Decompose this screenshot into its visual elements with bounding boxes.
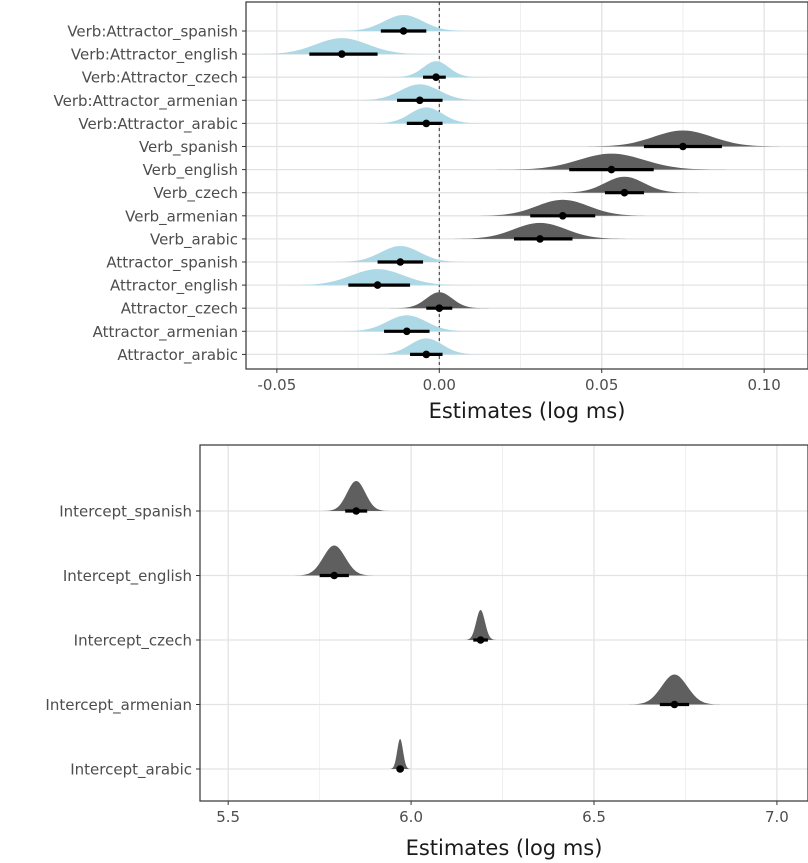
y-tick-label: Intercept_english <box>63 567 192 586</box>
point-Attractor_english <box>373 281 382 289</box>
y-tick-label: Verb_spanish <box>139 138 238 157</box>
density-Intercept_czech <box>463 610 499 640</box>
y-tick-label: Verb:Attractor_czech <box>82 69 238 88</box>
y-tick-label: Verb_arabic <box>150 230 238 249</box>
y-tick-label: Attractor_english <box>110 277 238 296</box>
density-Attractor_spanish <box>322 246 479 262</box>
point-Verb:Attractor_czech <box>432 73 440 81</box>
density-Intercept_spanish <box>319 481 393 511</box>
panel-intercepts: Intercept_spanish Intercept_english Interc… <box>45 444 808 860</box>
density-Attractor_czech <box>387 292 492 309</box>
point-Intercept_english <box>330 571 339 580</box>
y-tick-label: Attractor_arabic <box>117 346 238 365</box>
point-Intercept_armenian <box>670 700 679 709</box>
density-Intercept_arabic <box>388 739 412 769</box>
x-tick-label: 0.00 <box>423 376 456 394</box>
density-Verb:Attractor_arabic <box>361 107 492 124</box>
y-tick-label: Verb_armenian <box>125 207 238 226</box>
y-tick-label: Verb:Attractor_spanish <box>67 23 238 42</box>
panel-background <box>200 445 808 801</box>
x-tick-label: 0.10 <box>747 376 780 394</box>
y-tick-label: Intercept_armenian <box>45 696 192 715</box>
point-Verb_arabic <box>536 235 544 243</box>
density-Attractor_english <box>273 269 482 286</box>
density-Verb:Attractor_english <box>237 38 446 55</box>
density-Intercept_english <box>290 545 379 576</box>
point-Verb:Attractor_arabic <box>422 119 431 128</box>
y-tick-label: Verb:Attractor_arabic <box>78 115 238 134</box>
y-tick-label: Intercept_czech <box>74 632 192 651</box>
density-Verb_armenian <box>458 199 667 216</box>
y-tick-label: Verb:Attractor_armenian <box>54 92 238 111</box>
y-tick-label: Attractor_armenian <box>93 323 238 342</box>
density-Attractor_armenian <box>328 315 485 332</box>
x-axis-title: Estimates (log ms) <box>406 836 603 860</box>
y-tick-label: Verb_czech <box>153 184 238 203</box>
x-tick-label: 7.0 <box>765 808 789 826</box>
point-Verb_english <box>607 165 616 174</box>
density-Verb_czech <box>546 176 703 193</box>
density-Verb_english <box>481 153 742 170</box>
density-Verb_spanish <box>565 130 800 147</box>
y-tick-label: Attractor_czech <box>121 300 238 319</box>
x-tick-label: 0.05 <box>585 376 618 394</box>
point-Verb:Attractor_armenian <box>415 96 424 105</box>
point-Verb:Attractor_spanish <box>399 27 408 35</box>
density-Verb:Attractor_spanish <box>325 15 482 31</box>
panel-border <box>199 444 808 802</box>
y-tick-label: Verb:Attractor_english <box>71 46 238 65</box>
point-Verb_spanish <box>679 142 687 151</box>
panel-fixed-effects: Verb:Attractor_spanish Verb:Attractor_eng… <box>54 1 808 423</box>
density-Verb:Attractor_czech <box>384 61 489 78</box>
point-Attractor_arabic <box>422 350 431 359</box>
point-Attractor_spanish <box>396 258 405 266</box>
x-tick-label: 6.5 <box>582 808 606 826</box>
density-Attractor_arabic <box>361 338 492 355</box>
x-axis-title: Estimates (log ms) <box>429 399 626 423</box>
point-Intercept_arabic <box>396 765 404 773</box>
y-tick-label: Verb_english <box>143 161 238 180</box>
point-Verb:Attractor_english <box>338 50 346 58</box>
density-Verb_arabic <box>436 222 644 239</box>
y-tick-label: Intercept_arabic <box>70 761 192 780</box>
panel-border <box>245 1 808 370</box>
density-Verb:Attractor_armenian <box>341 84 498 101</box>
panel-background <box>246 2 808 369</box>
x-tick-label: 5.5 <box>216 808 240 826</box>
point-Intercept_spanish <box>352 507 361 515</box>
point-Attractor_armenian <box>403 327 411 336</box>
point-Verb_armenian <box>558 212 567 220</box>
point-Intercept_czech <box>476 636 485 644</box>
point-Verb_czech <box>620 188 629 197</box>
y-tick-label: Attractor_spanish <box>106 254 238 273</box>
point-Attractor_czech <box>435 304 444 313</box>
y-tick-label: Intercept_spanish <box>59 503 192 522</box>
x-tick-label: -0.05 <box>257 376 296 394</box>
density-Intercept_armenian <box>623 674 726 705</box>
x-tick-label: 6.0 <box>399 808 423 826</box>
